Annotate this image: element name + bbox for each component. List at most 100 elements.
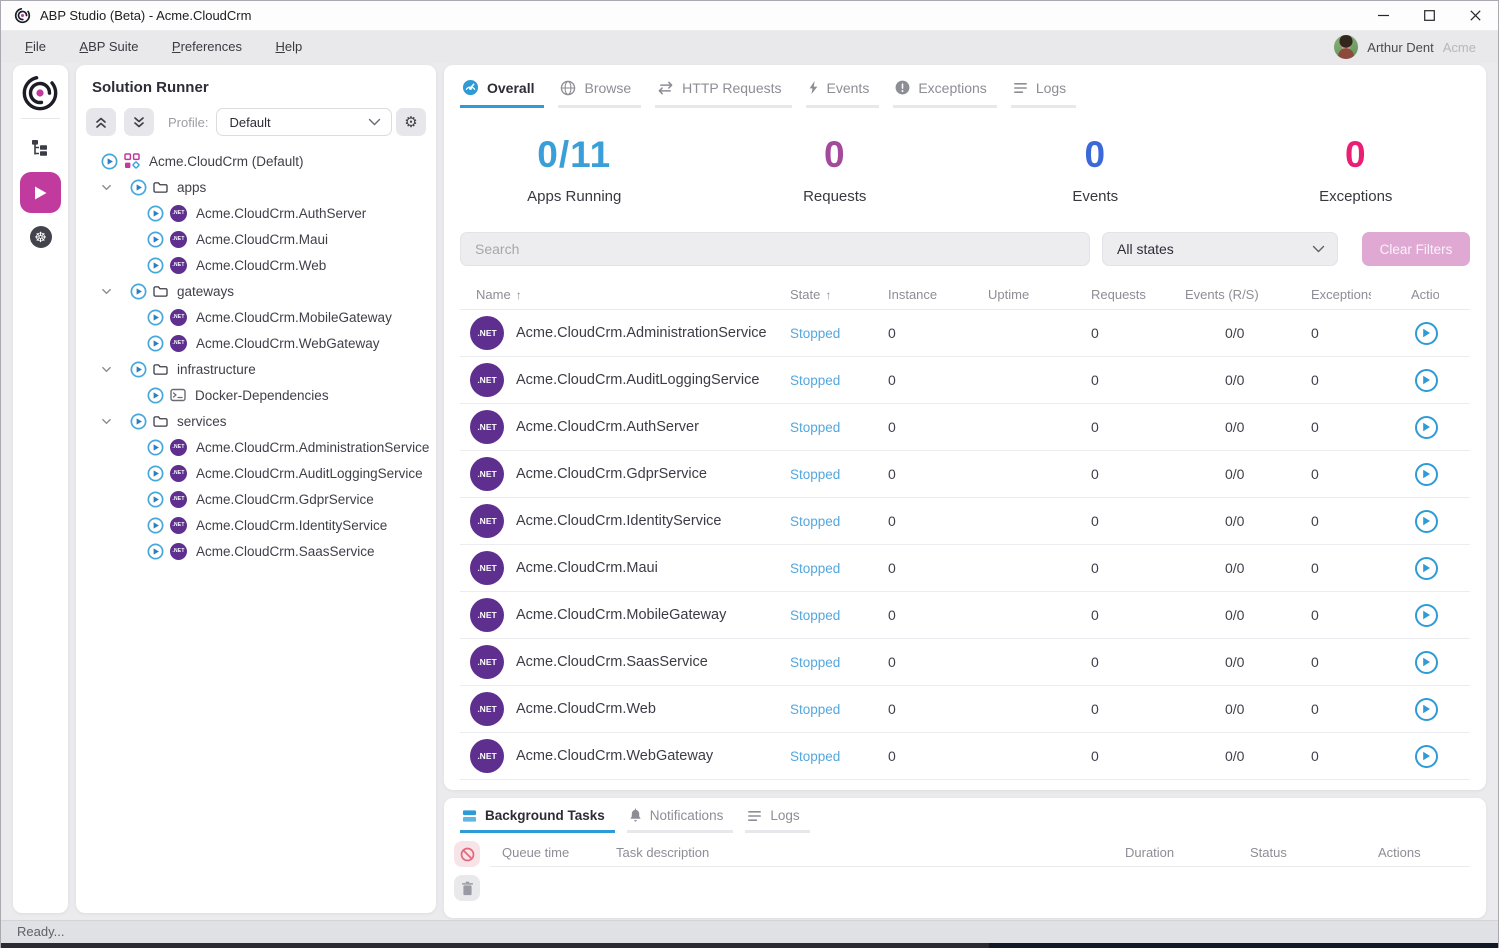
tree-item-gdprservice[interactable]: .NET Acme.CloudCrm.GdprService — [76, 486, 436, 512]
table-row-web[interactable]: .NET Acme.CloudCrm.Web Stopped 0 0 0/0 0 — [460, 686, 1470, 733]
tree-item-root[interactable]: Acme.CloudCrm (Default) — [76, 148, 436, 174]
play-circle-icon[interactable] — [147, 335, 164, 352]
run-app-button[interactable] — [1415, 368, 1438, 392]
play-circle-icon[interactable] — [147, 205, 164, 222]
abp-logo-icon — [22, 75, 58, 111]
run-app-button[interactable] — [1415, 744, 1438, 768]
tree-item-identityservice[interactable]: .NET Acme.CloudCrm.IdentityService — [76, 512, 436, 538]
avatar[interactable] — [1334, 35, 1359, 59]
trash-icon[interactable] — [454, 875, 480, 901]
table-row-identityservice[interactable]: .NET Acme.CloudCrm.IdentityService Stoppe… — [460, 498, 1470, 545]
table-row-webgateway[interactable]: .NET Acme.CloudCrm.WebGateway Stopped 0 0… — [460, 733, 1470, 780]
profile-select[interactable]: Default — [216, 108, 393, 136]
play-circle-icon[interactable] — [147, 257, 164, 274]
play-circle-icon[interactable] — [147, 465, 164, 482]
solution-explorer-icon[interactable] — [13, 139, 68, 158]
play-circle-icon[interactable] — [130, 361, 147, 378]
arrows-icon — [658, 81, 673, 94]
play-circle-icon[interactable] — [147, 517, 164, 534]
tree-item-services[interactable]: services — [76, 408, 436, 434]
tab-notifications[interactable]: Notifications — [626, 804, 734, 833]
run-app-button[interactable] — [1415, 321, 1438, 345]
chevron-down-icon[interactable] — [101, 416, 118, 427]
tree-item-docker-dependencies[interactable]: Docker-Dependencies — [76, 382, 436, 408]
clear-filters-button[interactable]: Clear Filters — [1362, 232, 1470, 266]
table-row-authserver[interactable]: .NET Acme.CloudCrm.AuthServer Stopped 0 0… — [460, 404, 1470, 451]
search-input[interactable] — [460, 232, 1090, 266]
play-circle-icon[interactable] — [147, 439, 164, 456]
solution-runner-icon[interactable] — [20, 172, 61, 213]
play-circle-icon[interactable] — [147, 387, 164, 404]
stat-label: Apps Running — [527, 188, 622, 205]
menu-preferences[interactable]: Preferences — [171, 39, 242, 54]
chevron-down-icon[interactable] — [101, 182, 118, 193]
tab-events[interactable]: Events — [805, 75, 880, 108]
user-menu[interactable]: Arthur Dent Acme — [1334, 35, 1476, 59]
tab-http-requests[interactable]: HTTP Requests — [655, 75, 792, 108]
header-state[interactable]: State ↑ — [790, 287, 832, 302]
chevron-down-icon[interactable] — [101, 364, 118, 375]
table-row-mobilegateway[interactable]: .NET Acme.CloudCrm.MobileGateway Stopped … — [460, 592, 1470, 639]
tree-item-infrastructure[interactable]: infrastructure — [76, 356, 436, 382]
tab-logs[interactable]: Logs — [1010, 75, 1077, 108]
header-name[interactable]: Name ↑ — [476, 287, 522, 302]
table-row-saasservice[interactable]: .NET Acme.CloudCrm.SaasService Stopped 0 … — [460, 639, 1470, 686]
tab-browse[interactable]: Browse — [558, 75, 642, 108]
stacked-bars-icon — [462, 809, 477, 822]
kubernetes-icon[interactable]: ☸ — [13, 226, 68, 248]
state-filter-select[interactable]: All states — [1102, 232, 1338, 266]
stat-value: 0/11 — [537, 134, 612, 175]
run-app-button[interactable] — [1415, 556, 1438, 580]
tree-item-web[interactable]: .NET Acme.CloudCrm.Web — [76, 252, 436, 278]
run-app-button[interactable] — [1415, 415, 1438, 439]
close-button[interactable] — [1452, 1, 1498, 30]
dotnet-icon: .NET — [470, 457, 504, 491]
gear-icon[interactable]: ⚙ — [396, 108, 426, 136]
run-app-button[interactable] — [1415, 462, 1438, 486]
expand-all-button[interactable] — [124, 108, 154, 136]
menu-help[interactable]: Help — [275, 39, 303, 54]
play-circle-icon[interactable] — [130, 179, 147, 196]
tree-item-gateways[interactable]: gateways — [76, 278, 436, 304]
collapse-all-button[interactable] — [86, 108, 116, 136]
table-row-auditloggingservice[interactable]: .NET Acme.CloudCrm.AuditLoggingService St… — [460, 357, 1470, 404]
tree-item-apps[interactable]: apps — [76, 174, 436, 200]
run-app-button[interactable] — [1415, 603, 1438, 627]
tab-exceptions[interactable]: Exceptions — [893, 75, 997, 108]
tab-bottom-logs[interactable]: Logs — [745, 804, 810, 833]
tree-item-label: infrastructure — [177, 361, 256, 377]
play-circle-icon[interactable] — [147, 491, 164, 508]
chevron-down-icon[interactable] — [101, 286, 118, 297]
run-app-button[interactable] — [1415, 509, 1438, 533]
table-row-maui[interactable]: .NET Acme.CloudCrm.Maui Stopped 0 0 0/0 0 — [460, 545, 1470, 592]
tree-item-webgateway[interactable]: .NET Acme.CloudCrm.WebGateway — [76, 330, 436, 356]
header-duration: Duration — [1125, 845, 1175, 860]
menu-abp-suite[interactable]: ABP Suite — [79, 39, 139, 54]
tree-item-maui[interactable]: .NET Acme.CloudCrm.Maui — [76, 226, 436, 252]
tab-background-tasks[interactable]: Background Tasks — [460, 804, 615, 833]
tree-item-saasservice[interactable]: .NET Acme.CloudCrm.SaasService — [76, 538, 436, 564]
tab-overall[interactable]: Overall — [460, 75, 545, 108]
play-circle-icon[interactable] — [130, 283, 147, 300]
tree-item-administrationservice[interactable]: .NET Acme.CloudCrm.AdministrationService — [76, 434, 436, 460]
state-badge: Stopped — [790, 513, 841, 529]
tree-item-authserver[interactable]: .NET Acme.CloudCrm.AuthServer — [76, 200, 436, 226]
play-circle-icon[interactable] — [147, 543, 164, 560]
table-row-gdprservice[interactable]: .NET Acme.CloudCrm.GdprService Stopped 0 … — [460, 451, 1470, 498]
run-app-button[interactable] — [1415, 697, 1438, 721]
tree-item-mobilegateway[interactable]: .NET Acme.CloudCrm.MobileGateway — [76, 304, 436, 330]
tree-item-auditloggingservice[interactable]: .NET Acme.CloudCrm.AuditLoggingService — [76, 460, 436, 486]
play-circle-icon[interactable] — [130, 413, 147, 430]
minimize-button[interactable] — [1360, 1, 1406, 30]
maximize-button[interactable] — [1406, 1, 1452, 30]
menu-file[interactable]: File — [25, 39, 46, 54]
tree-item-label: Acme.CloudCrm.AuthServer — [196, 205, 367, 221]
run-app-button[interactable] — [1415, 650, 1438, 674]
tasks-table: Queue time Task description Duration Sta… — [490, 839, 1470, 901]
cancel-tasks-icon[interactable] — [454, 841, 480, 867]
play-circle-icon[interactable] — [147, 231, 164, 248]
play-circle-icon[interactable] — [101, 153, 118, 170]
table-row-administrationservice[interactable]: .NET Acme.CloudCrm.AdministrationService … — [460, 310, 1470, 357]
dotnet-icon: .NET — [470, 410, 504, 444]
play-circle-icon[interactable] — [147, 309, 164, 326]
